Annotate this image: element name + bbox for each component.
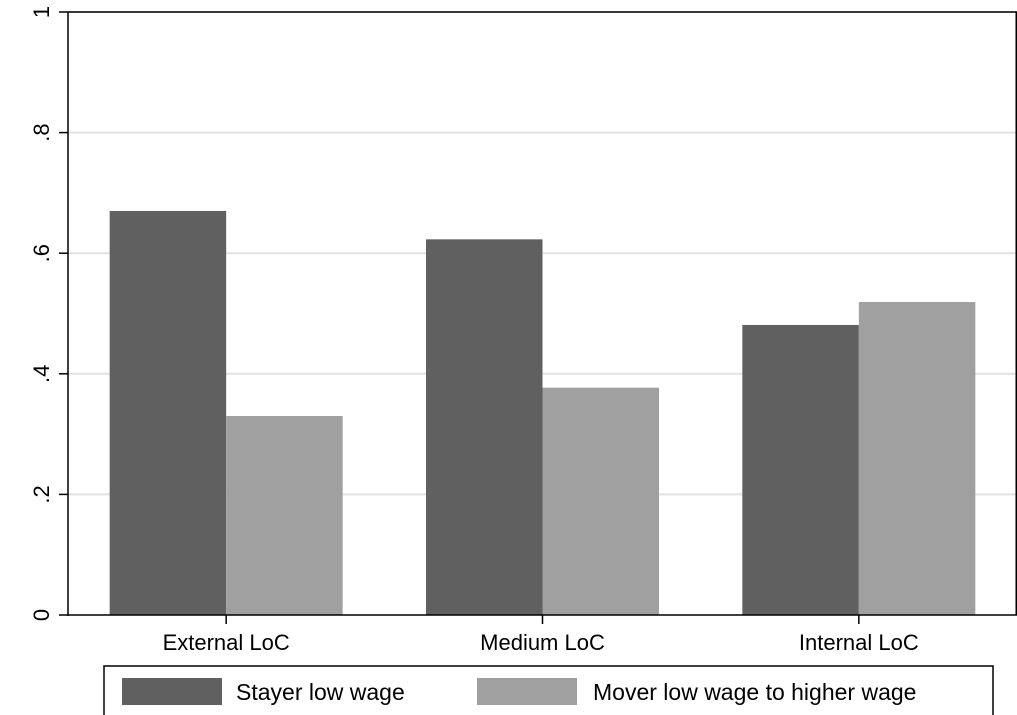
y-tick-label: .4 [29,365,54,383]
legend-label-mover: Mover low wage to higher wage [593,679,916,705]
legend-label-stayer: Stayer low wage [236,679,405,705]
legend-key-stayer [122,678,222,705]
y-tick-label: 1 [29,6,54,18]
y-tick-label: .6 [29,244,54,262]
bar-stayer-1 [109,210,227,616]
x-tick-label: Internal LoC [799,630,919,655]
bar-stayer-2 [426,239,543,615]
axes: 0 .2 .4 .6 .8 1 External LoC Medium LoC Internal… [29,6,1017,655]
bars [109,210,976,616]
y-tick-label: .2 [29,485,54,503]
y-tick-label: 0 [29,609,54,621]
x-tick-label: Medium LoC [480,630,605,655]
legend: Stayer low wage Mover low wage to higher … [103,665,994,715]
bar-mover-1 [226,416,343,615]
bar-mover-2 [542,387,659,615]
y-tick-label: .8 [29,123,54,141]
x-tick-label: External LoC [163,630,290,655]
bar-mover-3 [858,302,976,615]
legend-key-mover [477,678,577,705]
bar-stayer-3 [742,324,859,615]
